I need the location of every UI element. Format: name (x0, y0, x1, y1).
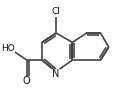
Text: O: O (23, 76, 30, 86)
Text: Cl: Cl (52, 7, 60, 16)
Text: HO: HO (1, 44, 15, 53)
Text: N: N (52, 69, 60, 79)
